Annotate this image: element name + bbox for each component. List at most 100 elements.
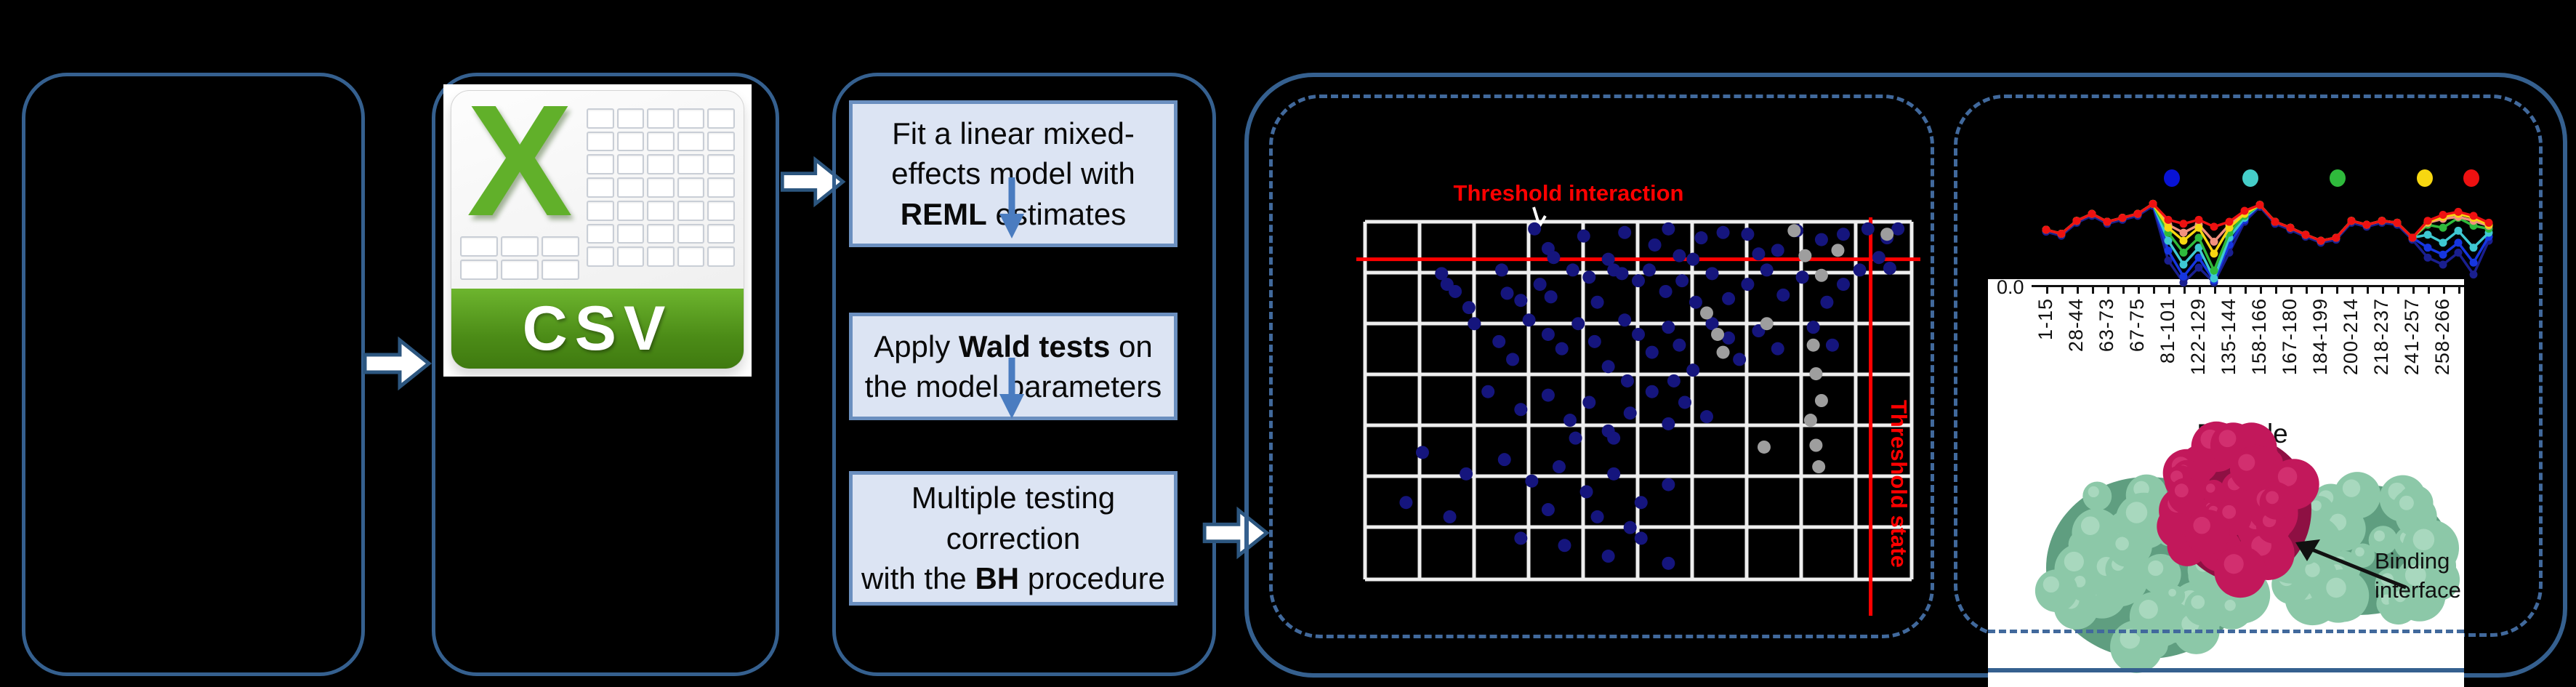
uptake-point <box>2088 209 2096 218</box>
binding-arrow-head-icon <box>2295 539 2320 561</box>
protein-highlight <box>2193 516 2210 534</box>
scatter-point-significant-peptides <box>1662 556 1675 570</box>
down-arrow-icon <box>999 358 1024 419</box>
protein-surface <box>2316 569 2370 622</box>
uptake-point <box>2194 215 2203 224</box>
scatter-point-significant-peptides <box>1590 295 1604 309</box>
scatter-point-non-significant-peptides <box>1812 460 1826 474</box>
uptake-point <box>2194 253 2203 262</box>
uptake-point <box>2210 274 2218 283</box>
spreadsheet-cell <box>616 223 645 244</box>
spreadsheet-cell <box>616 154 645 175</box>
protein-highlight <box>2168 588 2176 597</box>
scatter-point-significant-peptides <box>1495 263 1508 277</box>
scatter-point-significant-peptides <box>1607 467 1621 481</box>
protein-highlight <box>2174 483 2189 498</box>
spreadsheet-cell <box>616 200 645 221</box>
spreadsheet-cell <box>501 236 539 257</box>
scatter-point-significant-peptides <box>1623 406 1637 420</box>
spreadsheet-cell <box>647 177 675 198</box>
spreadsheet-grid-small <box>460 236 579 280</box>
uptake-point <box>2164 215 2173 224</box>
uptake-point <box>2362 220 2371 229</box>
solid-border-overlay <box>1988 668 2464 672</box>
scatter-point-significant-peptides <box>1569 431 1582 445</box>
uptake-point <box>2255 201 2264 209</box>
threshold-state-label: Threshold state <box>1886 399 1912 568</box>
uptake-point <box>2439 260 2447 269</box>
scatter-point-significant-peptides <box>1686 363 1700 377</box>
scatter-point-significant-peptides <box>1891 222 1905 236</box>
uptake-point <box>2454 238 2463 247</box>
uptake-point <box>2454 249 2463 257</box>
uptake-point <box>2439 210 2447 219</box>
scatter-point-non-significant-peptides <box>1803 414 1817 427</box>
uptake-point <box>2423 230 2432 239</box>
peptide-x-axis <box>2032 285 2464 287</box>
uptake-point <box>2423 217 2432 225</box>
scatter-point-non-significant-peptides <box>1760 317 1774 331</box>
axis-tick <box>2168 287 2170 294</box>
scatter-point-non-significant-peptides <box>1814 268 1828 282</box>
uptake-point <box>2408 233 2417 242</box>
protein-highlight <box>2120 628 2141 649</box>
spreadsheet-cell <box>616 108 645 129</box>
spreadsheet-cell <box>677 200 705 221</box>
spreadsheet-cell <box>707 177 735 198</box>
protein-surface <box>2109 531 2145 567</box>
axis-tick <box>2382 287 2384 294</box>
spreadsheet-cell <box>587 108 614 129</box>
scatter-point-significant-peptides <box>1514 531 1528 545</box>
scatter-point-significant-peptides <box>1662 478 1675 491</box>
scatter-point-significant-peptides <box>1883 261 1896 275</box>
spreadsheet-cell <box>707 246 735 267</box>
scatter-point-significant-peptides <box>1776 288 1790 302</box>
protein-structure-image <box>2034 421 2460 673</box>
axis-tick <box>2122 287 2125 294</box>
scatter-point-significant-peptides <box>1460 467 1473 481</box>
panel-input <box>22 73 365 676</box>
peptide-tick-label: 218-237 <box>2370 298 2392 376</box>
uptake-point <box>2484 218 2493 227</box>
scatter-point-significant-peptides <box>1686 252 1700 266</box>
protein-highlight <box>2191 595 2205 609</box>
spreadsheet-cell <box>587 154 614 175</box>
panel-csv <box>432 73 779 676</box>
scatter-point-significant-peptides <box>1525 474 1539 488</box>
uptake-point <box>2194 233 2203 242</box>
flow-arrow-1-icon <box>363 336 432 391</box>
uptake-point <box>2164 256 2173 265</box>
scatter-point-significant-peptides <box>1601 252 1615 266</box>
protein-surface <box>2259 486 2294 520</box>
legend-marker-green <box>2330 169 2346 187</box>
scatter-point-significant-peptides <box>1678 395 1691 409</box>
scatter-point-significant-peptides <box>1673 338 1686 352</box>
axis-tick <box>2443 287 2445 294</box>
spreadsheet-cell <box>707 108 735 129</box>
scatter-point-non-significant-peptides <box>1787 224 1801 238</box>
axis-tick <box>2412 287 2415 294</box>
protein-highlight <box>2088 486 2099 498</box>
csv-card: X CSV <box>451 90 744 369</box>
peptide-panel-image: 0.0 1-15 28-44 63-73 67-75 81-101 122-129 135-… <box>1988 279 2464 687</box>
uptake-point <box>2210 237 2218 246</box>
axis-tick <box>2061 287 2064 294</box>
scatter-point-significant-peptides <box>1733 353 1747 366</box>
dashed-border-overlay <box>1988 630 2464 633</box>
panel-threshold-plot <box>1269 95 1934 638</box>
down-arrow-icon <box>999 177 1024 238</box>
protein-highlight <box>2399 495 2414 510</box>
scatter-point-non-significant-peptides <box>1809 438 1823 452</box>
protein-surface <box>2201 479 2226 504</box>
excel-x-glyph: X <box>467 90 573 249</box>
protein-highlight <box>2404 564 2426 586</box>
axis-tick <box>2336 287 2338 294</box>
scatter-point-significant-peptides <box>1760 263 1774 277</box>
uptake-point <box>2439 238 2447 247</box>
scatter-point-significant-peptides <box>1825 338 1839 352</box>
spreadsheet-cell <box>707 200 735 221</box>
scatter-point-significant-peptides <box>1861 222 1875 236</box>
axis-tick <box>2245 287 2247 294</box>
axis-tick <box>2351 287 2354 294</box>
